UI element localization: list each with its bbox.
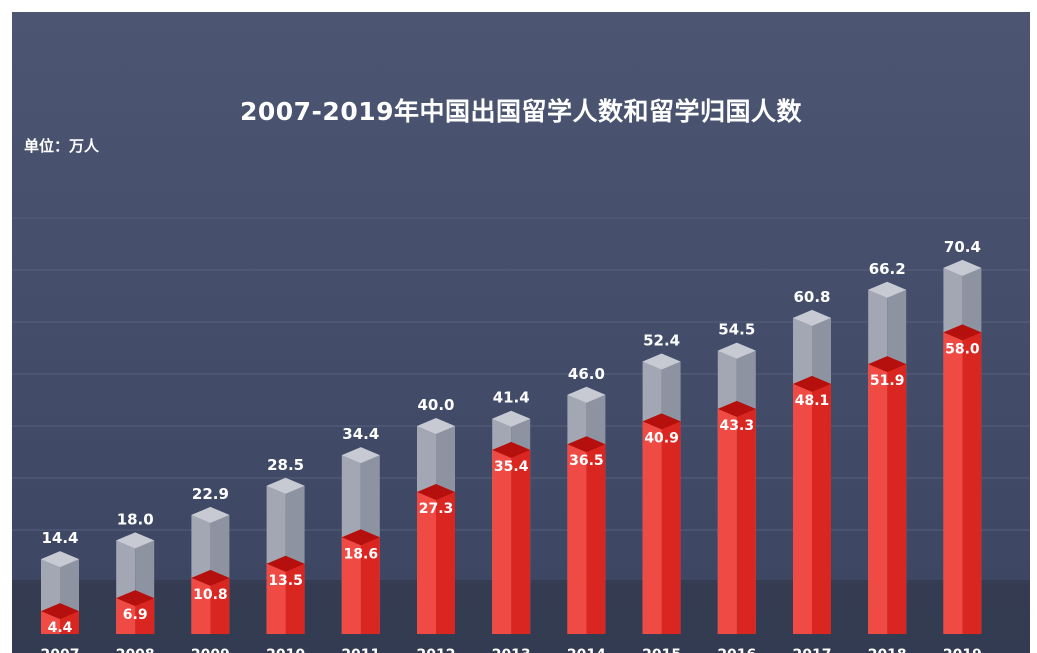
value-label-total: 14.4 — [41, 529, 78, 547]
bar-return — [417, 492, 436, 634]
value-label-total: 18.0 — [117, 510, 154, 528]
bar-total-cap — [943, 259, 982, 276]
bar-return-side — [887, 364, 907, 634]
x-tick-label: 2012 — [417, 647, 456, 653]
bar-return — [717, 408, 737, 634]
value-label-total: 66.2 — [869, 260, 906, 278]
bar-chart: 14.4 4.4 2007 18.0 6.9 2008 22.9 10.8 2009 28.5 13… — [12, 217, 1030, 653]
value-label-return: 36.5 — [569, 453, 604, 469]
bar-return-cap — [717, 400, 756, 417]
value-label-total: 54.5 — [718, 321, 755, 339]
value-label-return: 48.1 — [795, 393, 830, 409]
value-label-total: 70.4 — [944, 238, 981, 256]
bar-total-cap — [266, 477, 305, 494]
value-label-total: 60.8 — [793, 288, 830, 306]
value-label-total: 52.4 — [643, 332, 680, 350]
bar-return-side — [962, 332, 982, 634]
x-tick-label: 2009 — [191, 647, 230, 653]
unit-label: 单位：万人 — [24, 137, 100, 155]
bar-return-side — [586, 444, 606, 634]
bar-return-side — [285, 563, 305, 634]
bar-total-cap — [717, 342, 756, 359]
bar-return-cap — [943, 324, 982, 341]
bar-return-side — [210, 577, 230, 634]
bar-return — [642, 421, 662, 634]
value-label-return: 13.5 — [268, 573, 303, 589]
bar-return — [943, 332, 963, 634]
bar-return — [567, 444, 587, 634]
chart-panel: 2007-2019年中国出国留学人数和留学归国人数 单位：万人 14.4 4.4 2… — [12, 12, 1030, 653]
bar-return-cap — [492, 441, 531, 458]
value-label-total: 46.0 — [568, 365, 605, 383]
x-tick-label: 2019 — [943, 647, 982, 653]
bar-return-side — [812, 383, 831, 634]
bar-total-cap — [116, 532, 155, 549]
bar-return-cap — [191, 569, 230, 586]
x-tick-label: 2008 — [116, 647, 155, 653]
value-label-total: 41.4 — [493, 389, 530, 407]
bar-total-cap — [567, 386, 606, 403]
value-label-total: 34.4 — [342, 425, 379, 443]
x-tick-label: 2010 — [266, 647, 305, 653]
value-label-return: 4.4 — [48, 620, 73, 636]
x-tick-label: 2007 — [41, 647, 80, 653]
bar-total-cap — [191, 506, 230, 523]
bar-return-cap — [417, 484, 455, 501]
bar-return — [492, 449, 512, 634]
bar-total-cap — [642, 353, 681, 370]
value-label-total: 28.5 — [267, 456, 304, 474]
x-tick-label: 2013 — [492, 647, 531, 653]
value-label-return: 27.3 — [419, 501, 454, 517]
value-label-return: 18.6 — [344, 546, 379, 562]
bar-return-cap — [41, 603, 79, 620]
bar-total-cap — [492, 410, 531, 427]
bar-return-cap — [793, 375, 831, 392]
bar-return-cap — [266, 555, 305, 572]
x-tick-label: 2017 — [793, 647, 832, 653]
value-label-return: 43.3 — [720, 418, 755, 434]
x-tick-label: 2015 — [642, 647, 681, 653]
x-tick-label: 2018 — [868, 647, 907, 653]
bar-return-cap — [341, 529, 380, 546]
bar-return-side — [511, 449, 531, 634]
bar-total-cap — [41, 551, 79, 568]
bar-return-side — [436, 492, 455, 634]
bar-total-cap — [341, 447, 380, 464]
bar-total-cap — [793, 309, 831, 326]
value-label-return: 51.9 — [870, 373, 905, 389]
value-label-total: 40.0 — [417, 396, 454, 414]
bar-return-cap — [868, 356, 907, 373]
bar-return-side — [360, 537, 380, 634]
bar-return-cap — [567, 436, 606, 453]
value-label-return: 6.9 — [123, 607, 148, 623]
value-label-total: 22.9 — [192, 485, 229, 503]
bar-return-side — [661, 421, 681, 634]
bar-total-cap — [417, 418, 455, 434]
value-label-return: 58.0 — [945, 341, 980, 357]
bar-total-cap — [868, 281, 907, 298]
bar-return — [793, 383, 812, 634]
bar-return — [191, 577, 211, 634]
bar-return — [116, 598, 136, 634]
value-label-return: 35.4 — [494, 459, 529, 475]
bar-return-side — [135, 598, 155, 634]
bar-return-side — [736, 408, 756, 634]
bar-return — [266, 563, 286, 634]
x-tick-label: 2016 — [717, 647, 756, 653]
x-tick-label: 2011 — [341, 647, 380, 653]
bar-return — [341, 537, 361, 634]
value-label-return: 10.8 — [193, 587, 228, 603]
x-tick-label: 2014 — [567, 647, 606, 653]
bar-return — [868, 364, 888, 634]
bar-return-cap — [642, 413, 681, 430]
value-label-return: 40.9 — [644, 430, 679, 446]
bar-return-cap — [116, 590, 155, 607]
chart-title: 2007-2019年中国出国留学人数和留学归国人数 — [239, 97, 803, 126]
